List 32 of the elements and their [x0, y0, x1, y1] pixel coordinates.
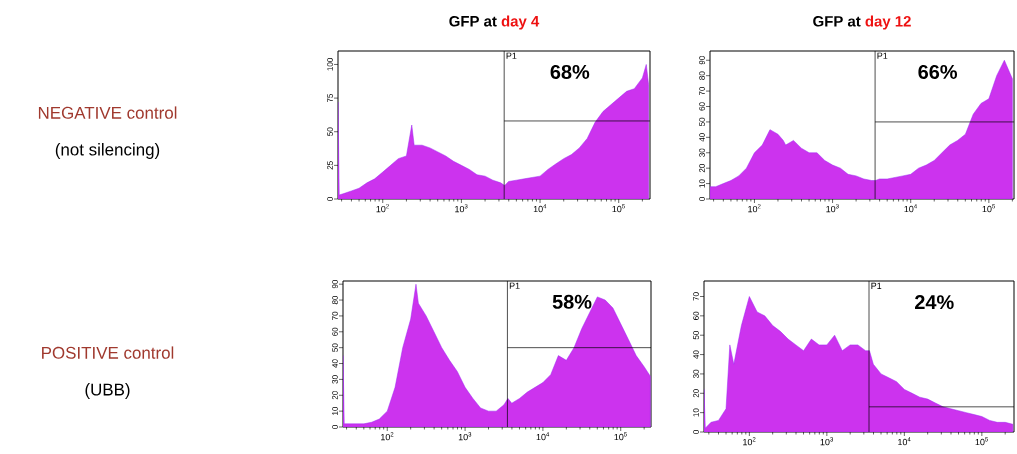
x-tick-label: 10$^{2}$: [376, 204, 389, 213]
x-tick-label: 10$^{3}$: [820, 437, 833, 446]
text: NEGATIVE control: [38, 106, 177, 119]
x-tick-label: 10$^{4}$: [536, 432, 550, 441]
chart-title: GFP at: [449, 15, 497, 27]
text: (UBB): [85, 383, 130, 399]
x-tick-label: 10$^{4}$: [533, 204, 547, 213]
x-tick-label: 10$^{2}$: [743, 437, 756, 446]
annotation: 68%: [550, 64, 590, 79]
x-tick-label: 10$^{5}$: [975, 437, 989, 446]
x-tick-label: 10$^{4}$: [904, 204, 917, 213]
x-tick-label: 10$^{4}$: [898, 437, 911, 446]
text: (not silencing): [55, 143, 160, 159]
chart-title: GFP at: [813, 15, 861, 27]
x-tick-label: 10$^{5}$: [982, 204, 995, 213]
annotation: 66%: [918, 64, 958, 79]
x-tick-label: 10$^{3}$: [458, 432, 472, 441]
chart-subtitle: day 12: [865, 15, 911, 30]
annotation: 24%: [915, 295, 954, 310]
x-tick-label: 10$^{5}$: [614, 432, 627, 441]
annotation: 58%: [552, 294, 592, 309]
x-tick-label: 10$^{2}$: [381, 432, 394, 441]
text: POSITIVE control: [42, 346, 174, 359]
chart-subtitle: day 4: [501, 15, 540, 30]
x-tick-label: 10$^{3}$: [826, 204, 839, 213]
annotation: P1: [877, 52, 888, 59]
x-tick-label: 10$^{3}$: [455, 204, 468, 213]
annotation: P1: [506, 52, 517, 59]
annotation: P1: [509, 282, 520, 289]
annotation: P1: [871, 282, 882, 289]
x-tick-label: 10$^{5}$: [612, 204, 625, 213]
x-tick-label: 10$^{2}$: [748, 204, 761, 213]
